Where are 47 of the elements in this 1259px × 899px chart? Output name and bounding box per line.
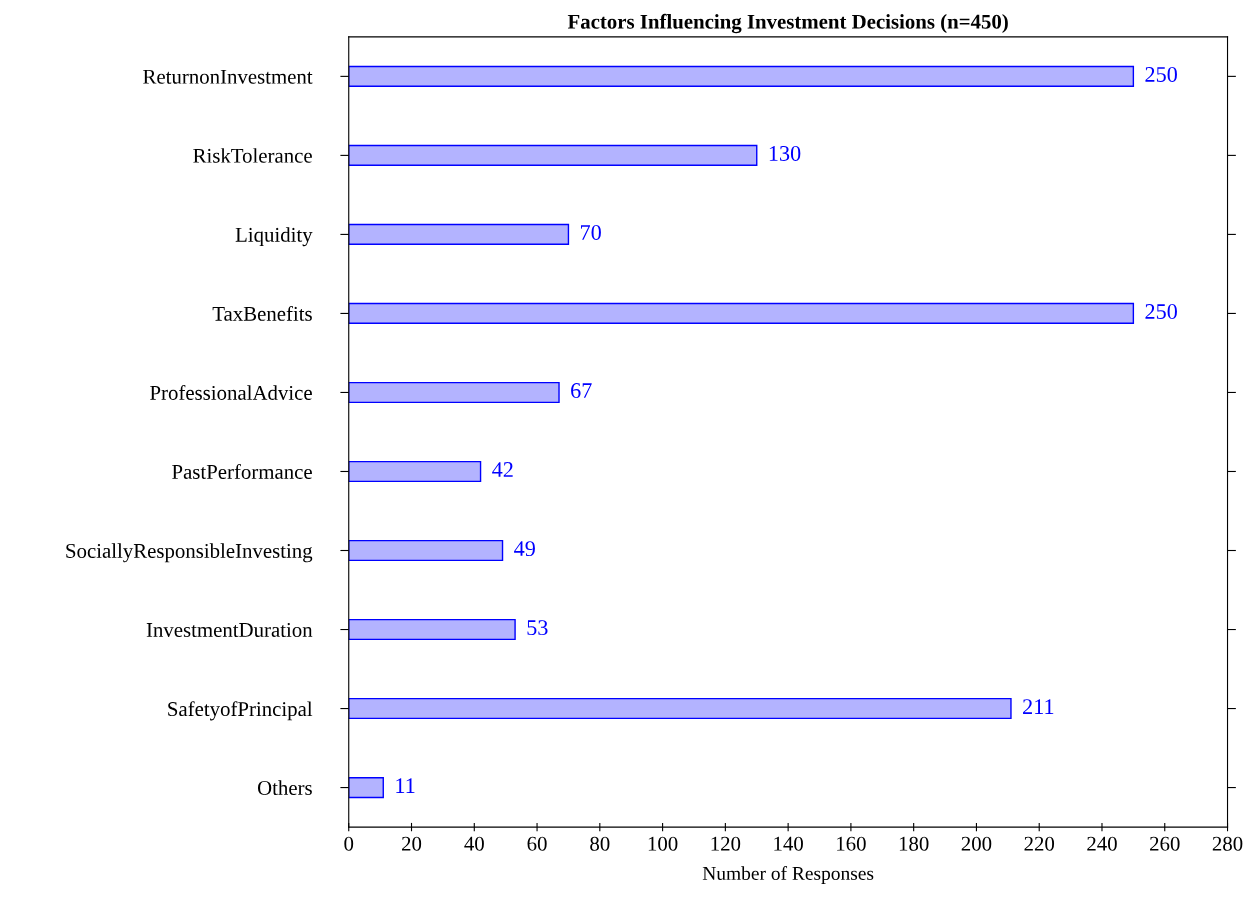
x-tick-label: 40 [464, 836, 484, 851]
data-label: 53 [527, 620, 548, 636]
x-tick-label: 280 [1212, 836, 1243, 851]
y-tick-label: RiskTolerance [193, 148, 312, 163]
y-tick-label: SociallyResponsibleInvesting [66, 543, 313, 563]
bar [348, 539, 504, 562]
data-label: 70 [581, 224, 601, 240]
y-tick-label: SafetyofPrincipal [168, 701, 313, 721]
data-label: 130 [769, 145, 801, 161]
bar [348, 618, 516, 641]
bar [348, 381, 560, 404]
data-label: 42 [492, 462, 513, 477]
data-label: 250 [1145, 66, 1177, 82]
bar [348, 776, 384, 799]
bar [348, 697, 1012, 720]
data-label: 67 [571, 383, 592, 399]
x-tick-label: 240 [1087, 836, 1117, 851]
y-tick-label: ReturnonInvestment [143, 69, 313, 84]
x-tick-label: 260 [1150, 836, 1180, 851]
data-label: 250 [1145, 304, 1177, 319]
x-tick-label: 220 [1024, 836, 1055, 851]
y-tick-label: Others [257, 780, 312, 795]
bar [348, 302, 1135, 325]
chart-title: Factors Influencing Investment Decisions (n=450) [567, 13, 1008, 34]
x-tick-label: 180 [899, 836, 929, 851]
y-tick-label: Liquidity [235, 227, 313, 247]
y-tick-label: PastPerformance [172, 464, 312, 479]
bar [348, 144, 758, 166]
x-tick-label: 200 [961, 836, 992, 851]
bar [348, 65, 1135, 87]
x-tick-label: 0 [344, 836, 354, 851]
x-tick-label: 60 [527, 836, 547, 851]
y-tick-label: TaxBenefits [212, 306, 312, 321]
y-tick-label: InvestmentDuration [146, 622, 313, 637]
x-tick-label: 80 [590, 836, 610, 851]
bar [348, 460, 482, 483]
data-label: 11 [396, 778, 415, 793]
x-tick-label: 140 [774, 836, 803, 851]
x-tick-label: 120 [711, 836, 741, 851]
data-label: 211 [1023, 699, 1054, 714]
x-tick-label: 20 [402, 836, 422, 851]
bar [348, 223, 570, 245]
x-tick-label: 160 [837, 836, 866, 851]
y-tick-label: ProfessionalAdvice [150, 385, 312, 400]
x-axis-title: Number of Responses [702, 866, 874, 884]
data-label: 49 [514, 541, 535, 557]
x-tick-label: 100 [648, 836, 678, 851]
